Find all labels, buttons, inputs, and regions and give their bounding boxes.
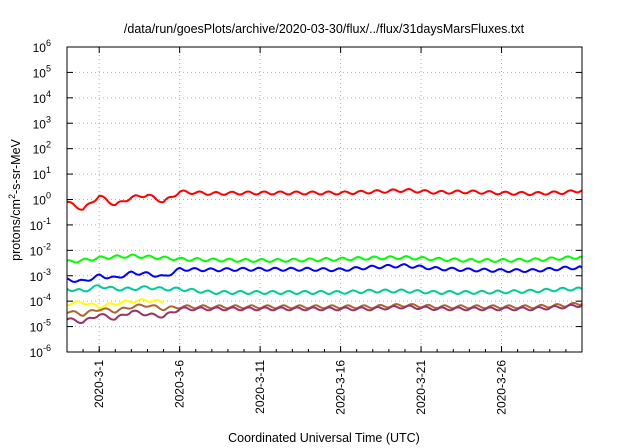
y-tick-label: 105: [33, 63, 51, 80]
y-tick-label-exponent: 6: [46, 38, 51, 48]
chart-title: /data/run/goesPlots/archive/2020-03-30/f…: [124, 22, 525, 36]
y-tick-label-exponent: -3: [43, 267, 51, 277]
series-line-2: [66, 253, 583, 264]
x-tick-label: 2020-3-1: [92, 360, 106, 408]
axis-layer: 10-610-510-410-310-210-11001011021031041…: [30, 38, 583, 415]
y-tick-label-exponent: 1: [46, 165, 51, 175]
x-tick-label: 2020-3-26: [495, 360, 509, 415]
y-tick-label-exponent: -2: [43, 241, 51, 251]
y-tick-label: 10-3: [30, 267, 51, 284]
x-tick-label: 2020-3-21: [414, 360, 428, 415]
x-tick-label: 2020-3-11: [253, 360, 267, 414]
plot-frame: [66, 46, 583, 353]
y-tick-label-exponent: -6: [43, 343, 51, 353]
y-tick-label-base: 10: [30, 321, 44, 335]
y-tick-label: 106: [33, 38, 51, 55]
y-tick-label-exponent: -4: [43, 292, 51, 302]
y-tick-label-base: 10: [33, 168, 47, 182]
y-tick-label: 10-5: [30, 318, 51, 335]
y-tick-label-base: 10: [33, 66, 47, 80]
y-tick-label: 10-2: [30, 241, 51, 258]
series-line-4: [66, 284, 583, 295]
x-tick-label: 2020-3-16: [334, 360, 348, 415]
y-tick-label: 10-1: [30, 216, 51, 233]
y-tick-label: 102: [33, 140, 51, 157]
y-tick-label-exponent: 5: [46, 63, 51, 73]
series-line-1: [66, 188, 583, 211]
y-tick-label-exponent: 4: [46, 89, 51, 99]
series-line-7: [66, 303, 583, 324]
y-axis-label-superscript: 2: [7, 194, 17, 199]
y-tick-label: 104: [33, 89, 51, 106]
series-line-3: [66, 263, 583, 283]
y-tick-label: 103: [33, 114, 51, 131]
y-tick-label-exponent: 3: [46, 114, 51, 124]
y-tick-label-base: 10: [33, 92, 47, 106]
y-tick-label-base: 10: [33, 41, 47, 55]
y-tick-label-base: 10: [30, 244, 44, 258]
y-tick-label-base: 10: [30, 346, 44, 360]
y-tick-label-base: 10: [30, 219, 44, 233]
y-tick-label: 100: [33, 191, 51, 208]
y-axis-label-base: protons/cm: [9, 199, 23, 261]
series-line-5: [66, 298, 164, 309]
y-tick-label-base: 10: [30, 270, 44, 284]
y-tick-label: 10-6: [30, 343, 51, 360]
y-tick-label: 101: [33, 165, 51, 182]
y-tick-label-exponent: -5: [43, 318, 51, 328]
y-tick-label-exponent: 0: [46, 191, 51, 201]
y-tick-label-base: 10: [33, 143, 47, 157]
y-tick-label-exponent: 2: [46, 140, 51, 150]
y-tick-label-base: 10: [33, 117, 47, 131]
series-layer: [66, 188, 583, 324]
y-tick-label-base: 10: [33, 194, 47, 208]
grid-layer: [67, 47, 582, 352]
y-tick-label-base: 10: [30, 295, 44, 309]
x-tick-label: 2020-3-6: [173, 360, 187, 408]
y-tick-label: 10-4: [30, 292, 51, 309]
y-axis-label-rest: -s-sr-MeV: [9, 138, 23, 194]
y-tick-label-exponent: -1: [43, 216, 51, 226]
x-axis-label: Coordinated Universal Time (UTC): [228, 431, 420, 445]
y-axis-label: protons/cm2-s-sr-MeV: [7, 138, 23, 260]
